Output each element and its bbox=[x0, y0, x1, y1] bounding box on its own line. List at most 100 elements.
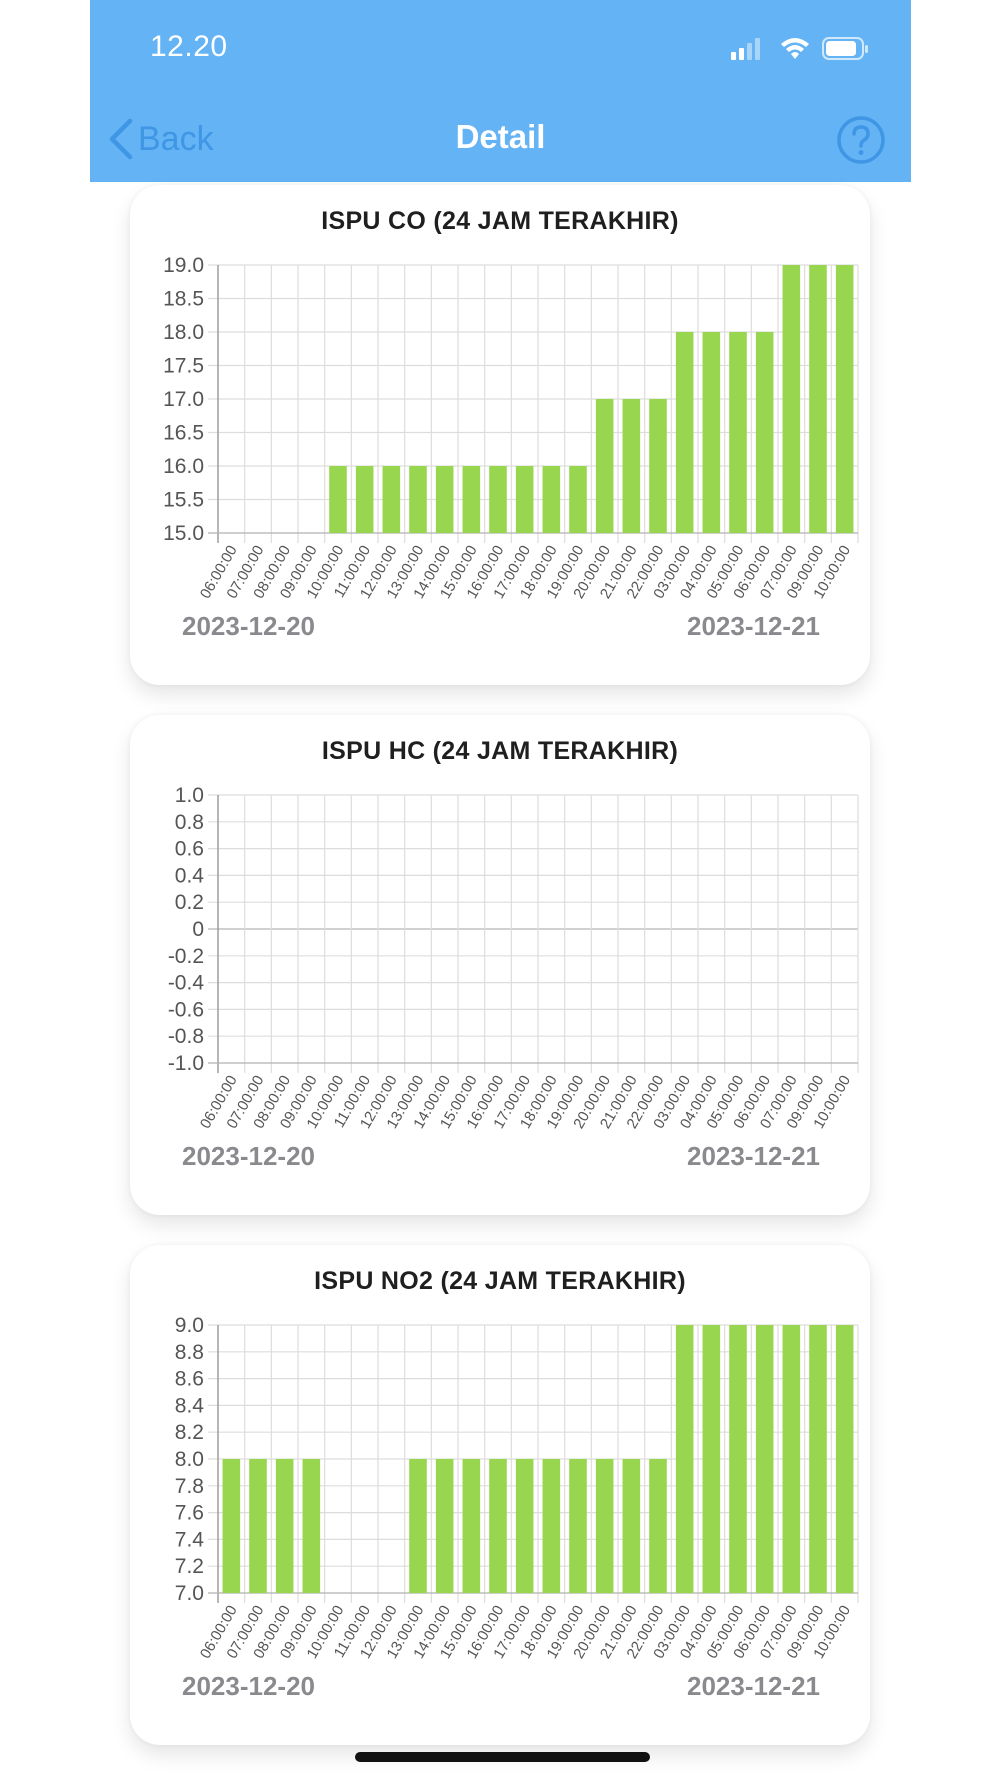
y-tick-label: 8.4 bbox=[175, 1394, 205, 1417]
bar bbox=[755, 332, 774, 533]
y-tick-label: 17.0 bbox=[163, 388, 204, 411]
bar bbox=[462, 1459, 481, 1593]
y-tick-label: 17.5 bbox=[163, 355, 204, 378]
y-tick-label: 0.8 bbox=[175, 811, 204, 834]
bar bbox=[835, 1325, 854, 1593]
bar bbox=[355, 466, 374, 533]
y-tick-label: -0.4 bbox=[168, 972, 205, 995]
start-date: 2023-12-20 bbox=[182, 611, 315, 641]
y-tick-label: 0.2 bbox=[175, 891, 204, 914]
y-tick-label: 7.0 bbox=[175, 1582, 204, 1605]
bar bbox=[542, 1459, 561, 1593]
bar bbox=[622, 1459, 641, 1593]
bar bbox=[569, 466, 587, 533]
chart-card-no2: ISPU NO2 (24 JAM TERAKHIR) 7.0 7.2 7.4 7.6 7… bbox=[130, 1245, 870, 1745]
bar bbox=[435, 466, 454, 533]
chart-title: ISPU HC (24 JAM TERAKHIR) bbox=[321, 737, 679, 765]
y-tick-label: 1.0 bbox=[175, 784, 204, 807]
bar bbox=[782, 1325, 801, 1593]
status-icons bbox=[731, 37, 868, 60]
bar bbox=[302, 1459, 321, 1593]
y-tick-label: -0.8 bbox=[168, 1025, 204, 1048]
bar bbox=[275, 1459, 294, 1593]
help-icon[interactable] bbox=[835, 114, 887, 166]
y-tick-label: 0.4 bbox=[175, 864, 205, 887]
wifi-icon bbox=[781, 38, 809, 59]
battery-icon bbox=[822, 37, 868, 60]
bar bbox=[569, 1459, 587, 1593]
y-tick-label: 7.8 bbox=[175, 1475, 204, 1498]
chart-card-co: ISPU CO (24 JAM TERAKHIR) 15.0 15.5 16.0 16… bbox=[130, 185, 870, 685]
end-date: 2023-12-21 bbox=[687, 1141, 820, 1171]
chart-card-hc: ISPU HC (24 JAM TERAKHIR) -1.0 -0.8 -0.6 -0… bbox=[130, 715, 870, 1215]
bar bbox=[542, 466, 561, 533]
y-tick-label: 0.6 bbox=[175, 838, 204, 861]
no2-chart: 7.07.27.47.67.88.08.28.48.68.89.006:00:0… bbox=[175, 1314, 859, 1662]
y-tick-label: 16.5 bbox=[163, 422, 204, 445]
bar bbox=[515, 1459, 534, 1593]
bar bbox=[249, 1459, 267, 1593]
bar bbox=[649, 1459, 667, 1593]
y-tick-label: 8.0 bbox=[175, 1448, 204, 1471]
bar bbox=[782, 265, 801, 533]
phone-screen: 12.20 Back De bbox=[90, 0, 911, 1778]
bar bbox=[329, 466, 347, 533]
bar bbox=[409, 1459, 427, 1593]
y-tick-label: 8.6 bbox=[175, 1368, 204, 1391]
bar bbox=[409, 466, 427, 533]
bar bbox=[702, 332, 721, 533]
end-date: 2023-12-21 bbox=[687, 1671, 820, 1701]
bar bbox=[809, 265, 827, 533]
y-tick-label: 7.4 bbox=[175, 1528, 205, 1551]
y-tick-label: -0.6 bbox=[168, 998, 204, 1021]
y-tick-label: 19.0 bbox=[163, 254, 204, 277]
bar bbox=[515, 466, 534, 533]
chevron-left-icon bbox=[109, 118, 133, 160]
y-tick-label: 9.0 bbox=[175, 1314, 204, 1337]
bar bbox=[649, 399, 667, 533]
y-tick-label: 8.2 bbox=[175, 1421, 204, 1444]
bar bbox=[595, 1459, 614, 1593]
chart-title: ISPU NO2 (24 JAM TERAKHIR) bbox=[314, 1267, 686, 1295]
home-indicator bbox=[355, 1752, 650, 1762]
y-tick-label: 15.5 bbox=[163, 489, 204, 512]
bar bbox=[595, 399, 614, 533]
bar bbox=[435, 1459, 454, 1593]
co-chart: 15.015.516.016.517.017.518.018.519.006:0… bbox=[163, 254, 859, 602]
bar bbox=[222, 1459, 241, 1593]
page-title: Detail bbox=[455, 118, 546, 155]
bar bbox=[622, 399, 641, 533]
bar bbox=[675, 1325, 694, 1593]
y-tick-label: 0 bbox=[192, 918, 204, 941]
signal-icon bbox=[731, 38, 760, 60]
bar bbox=[675, 332, 694, 533]
bar bbox=[729, 332, 747, 533]
y-tick-label: -0.2 bbox=[168, 945, 204, 968]
y-tick-label: -1.0 bbox=[168, 1052, 204, 1075]
bar bbox=[702, 1325, 721, 1593]
back-label: Back bbox=[138, 119, 214, 158]
navigation-bar: 12.20 Back De bbox=[90, 0, 911, 182]
bar bbox=[462, 466, 481, 533]
bar bbox=[835, 265, 854, 533]
bar bbox=[489, 466, 507, 533]
y-tick-label: 16.0 bbox=[163, 455, 204, 478]
end-date: 2023-12-21 bbox=[687, 611, 820, 641]
start-date: 2023-12-20 bbox=[182, 1671, 315, 1701]
y-tick-label: 8.8 bbox=[175, 1341, 204, 1364]
back-button[interactable]: Back bbox=[108, 114, 214, 164]
status-time: 12.20 bbox=[150, 30, 228, 63]
y-tick-label: 18.5 bbox=[163, 288, 204, 311]
bar bbox=[809, 1325, 827, 1593]
y-tick-label: 18.0 bbox=[163, 321, 204, 344]
bar bbox=[382, 466, 401, 533]
bar bbox=[489, 1459, 507, 1593]
bar bbox=[729, 1325, 747, 1593]
y-tick-label: 7.2 bbox=[175, 1555, 204, 1578]
chart-title: ISPU CO (24 JAM TERAKHIR) bbox=[321, 207, 679, 235]
hc-chart: -1.0-0.8-0.6-0.4-0.200.20.40.60.81.006:0… bbox=[168, 784, 859, 1132]
y-tick-label: 7.6 bbox=[175, 1502, 204, 1525]
start-date: 2023-12-20 bbox=[182, 1141, 315, 1171]
y-tick-label: 15.0 bbox=[163, 522, 204, 545]
bar bbox=[755, 1325, 774, 1593]
